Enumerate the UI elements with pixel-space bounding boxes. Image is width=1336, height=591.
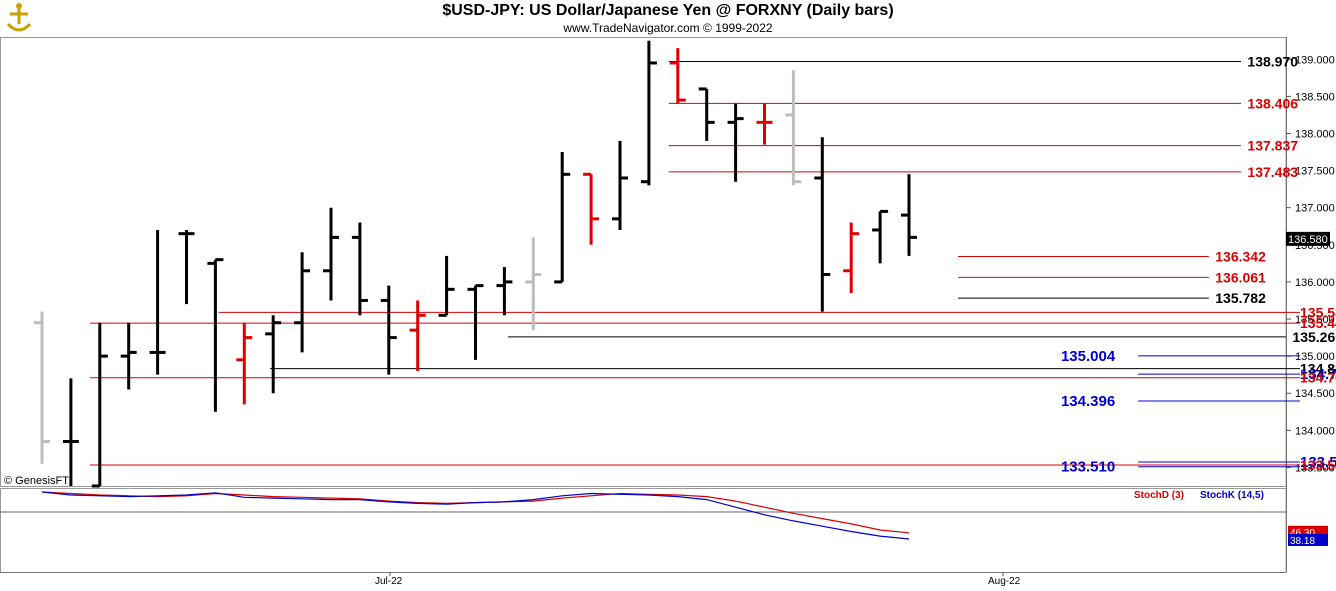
price-tick-label: 135.000 bbox=[1295, 351, 1335, 363]
level-label: 135.589 bbox=[1300, 304, 1336, 320]
stoch-d-legend: StochD (3) bbox=[1134, 490, 1184, 501]
price-tick-label: 133.500 bbox=[1295, 462, 1335, 474]
last-price-label: 136.580 bbox=[1288, 234, 1328, 246]
genesis-watermark: © GenesisFT bbox=[4, 475, 69, 487]
price-tick-label: 134.000 bbox=[1295, 425, 1335, 437]
level-label: 134.709 bbox=[1300, 370, 1336, 386]
stoch-k-line bbox=[41, 491, 910, 540]
price-tick-label: 137.000 bbox=[1295, 203, 1335, 215]
last-price-box bbox=[1286, 231, 1330, 246]
level-label: 136.061 bbox=[1215, 269, 1266, 285]
price-tick-label: 139.000 bbox=[1295, 54, 1335, 66]
level-label: 137.483 bbox=[1247, 164, 1298, 180]
chart-title: $USD-JPY: US Dollar/Japanese Yen @ FORXN… bbox=[442, 2, 894, 19]
level-label: 133.510 bbox=[1061, 459, 1115, 476]
stoch-k-value: 38.18 bbox=[1290, 536, 1315, 547]
level-label: 133.574 bbox=[1300, 454, 1336, 471]
stoch-panel bbox=[0, 488, 1287, 573]
level-label: 135.444 bbox=[1300, 315, 1336, 331]
chart-subtitle: www.TradeNavigator.com © 1999-2022 bbox=[563, 21, 773, 35]
stoch-k-legend: StochK (14,5) bbox=[1200, 490, 1264, 501]
level-label: 133.533 bbox=[1300, 457, 1336, 473]
level-label: 134.396 bbox=[1061, 393, 1115, 410]
main-panel bbox=[0, 37, 1287, 487]
price-tick-label: 138.000 bbox=[1295, 128, 1335, 140]
level-label: 134.831 bbox=[1300, 361, 1336, 377]
price-tick-label: 138.500 bbox=[1295, 91, 1335, 103]
stoch-k-value-box bbox=[1288, 533, 1328, 546]
level-label: 136.342 bbox=[1215, 249, 1266, 265]
level-label: 137.837 bbox=[1247, 138, 1298, 154]
price-tick-label: 135.500 bbox=[1295, 314, 1335, 326]
price-tick-label: 134.500 bbox=[1295, 388, 1335, 400]
time-tick-label: Aug-22 bbox=[988, 576, 1021, 587]
time-tick-label: Jul-22 bbox=[375, 576, 403, 587]
price-tick-label: 136.000 bbox=[1295, 277, 1335, 289]
stoch-d-value: 46.30 bbox=[1290, 528, 1315, 539]
level-label: 134.758 bbox=[1300, 366, 1336, 383]
trade-navigator-logo-icon bbox=[6, 3, 32, 32]
price-tick-label: 137.500 bbox=[1295, 166, 1335, 178]
level-label: 135.004 bbox=[1061, 348, 1116, 365]
level-label: 135.782 bbox=[1215, 290, 1266, 306]
level-label: 135.260 bbox=[1292, 329, 1336, 345]
level-label: 138.406 bbox=[1247, 95, 1298, 111]
level-label: 138.970 bbox=[1247, 53, 1298, 69]
